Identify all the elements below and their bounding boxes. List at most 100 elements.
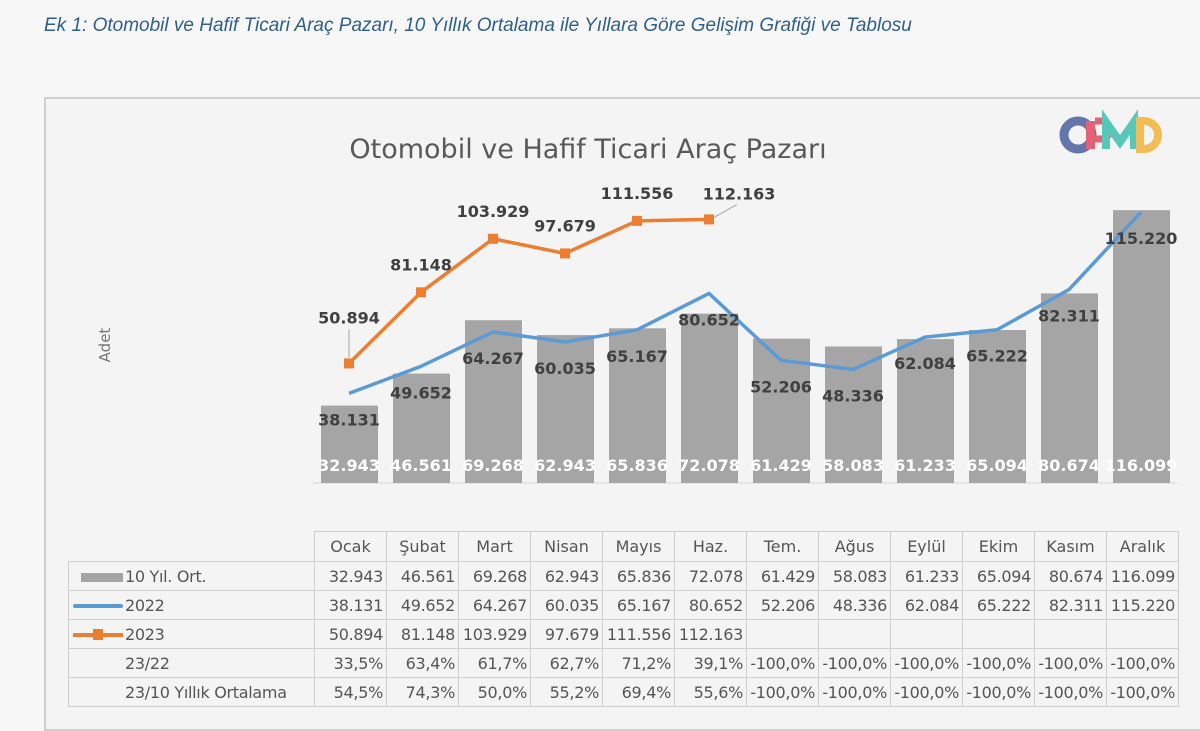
- bar-label-9: 65.094: [966, 456, 1028, 475]
- row-label: 2022: [125, 595, 165, 615]
- table-cell: -100,0%: [1106, 648, 1179, 678]
- table-cell: 97.679: [530, 619, 603, 649]
- table-cell: [962, 619, 1035, 649]
- bar-10yil-1: [393, 373, 450, 483]
- bar-label-2: 69.268: [462, 456, 524, 475]
- label-2023-5: 112.163: [703, 184, 776, 203]
- chart-title: Otomobil ve Hafif Ticari Araç Pazarı: [349, 134, 826, 165]
- table-header-month: Kasım: [1034, 531, 1107, 562]
- table-cell: 82.311: [1034, 590, 1107, 620]
- bar-10yil-3: [537, 335, 594, 483]
- table-cell: -100,0%: [890, 648, 963, 678]
- table-cell: -100,0%: [1106, 677, 1179, 707]
- table-cell: 112.163: [674, 619, 747, 649]
- table-cell: 55,2%: [530, 677, 603, 707]
- table-cell: 64.267: [458, 590, 531, 620]
- legend-line-2022: [73, 604, 123, 608]
- table-cell: 62.084: [890, 590, 963, 620]
- table-header-month: Ağus: [818, 531, 891, 562]
- table-cell: 61.429: [746, 561, 819, 591]
- row-label-cell: 2022: [68, 590, 315, 620]
- table-cell: 54,5%: [314, 677, 387, 707]
- odmd-logo: [1059, 109, 1162, 154]
- table-cell: 65.222: [962, 590, 1035, 620]
- bar-10yil-9: [969, 330, 1026, 483]
- row-label: 23/22: [125, 653, 170, 673]
- table-header-month: Ocak: [314, 531, 387, 562]
- table-cell: -100,0%: [962, 648, 1035, 678]
- leader-line-5: [713, 203, 738, 218]
- table-header-month: Mart: [458, 531, 531, 562]
- table-cell: -100,0%: [818, 648, 891, 678]
- label-2022-4: 65.167: [606, 347, 668, 366]
- row-label-cell: 10 Yıl. Ort.: [68, 561, 315, 591]
- table-cell: 103.929: [458, 619, 531, 649]
- table-cell: -100,0%: [1034, 648, 1107, 678]
- table-cell: 80.674: [1034, 561, 1107, 591]
- table-header-month: Şubat: [386, 531, 459, 562]
- table-header-month: Mayıs: [602, 531, 675, 562]
- table-cell: [746, 619, 819, 649]
- table-cell: 71,2%: [602, 648, 675, 678]
- table-header-month: Nisan: [530, 531, 603, 562]
- table-cell: 74,3%: [386, 677, 459, 707]
- table-row-ratio-0: 23/22 33,5% 63,4% 61,7% 62,7% 71,2% 39,1% -100,…: [68, 648, 1179, 678]
- table-cell: -100,0%: [962, 677, 1035, 707]
- table-cell: 80.652: [674, 590, 747, 620]
- table-cell: 50,0%: [458, 677, 531, 707]
- bar-label-4: 65.836: [606, 456, 668, 475]
- table-cell: -100,0%: [746, 648, 819, 678]
- bar-label-8: 61.233: [894, 456, 956, 475]
- table-cell: 116.099: [1106, 561, 1179, 591]
- table-cell: 81.148: [386, 619, 459, 649]
- table-cell: 32.943: [314, 561, 387, 591]
- table-row-10yil: 10 Yıl. Ort. 32.943 46.561 69.268 62.943 65.8…: [68, 561, 1179, 591]
- table-cell: 39,1%: [674, 648, 747, 678]
- label-2022-6: 52.206: [750, 377, 812, 396]
- bar-10yil-0: [321, 405, 378, 483]
- bar-10yil-8: [897, 339, 954, 483]
- table-header-month: Ekim: [962, 531, 1035, 562]
- table-cell: 65.094: [962, 561, 1035, 591]
- table-cell: 111.556: [602, 619, 675, 649]
- table-cell: 69.268: [458, 561, 531, 591]
- label-2022-11: 115.220: [1105, 229, 1178, 248]
- table-row-ratio-1: 23/10 Yıllık Ortalama 54,5% 74,3% 50,0% 55,2…: [68, 677, 1179, 707]
- label-2022-0: 38.131: [318, 410, 380, 429]
- table-cell: 62,7%: [530, 648, 603, 678]
- label-2023-1: 81.148: [390, 255, 452, 274]
- table-cell: 52.206: [746, 590, 819, 620]
- label-2023-4: 111.556: [601, 184, 674, 203]
- table-header-month: Aralık: [1106, 531, 1179, 562]
- bar-10yil-10: [1041, 293, 1098, 483]
- table-header-month: Haz.: [674, 531, 747, 562]
- table-cell: 38.131: [314, 590, 387, 620]
- table-cell: 65.167: [602, 590, 675, 620]
- row-label: 23/10 Yıllık Ortalama: [125, 682, 287, 702]
- label-2023-0: 50.894: [318, 308, 380, 327]
- marker-2023-4: [632, 215, 642, 226]
- table-cell: [1034, 619, 1107, 649]
- table-cell: 48.336: [818, 590, 891, 620]
- table-cell: 61.233: [890, 561, 963, 591]
- marker-2023-2: [488, 233, 498, 244]
- label-2022-5: 80.652: [678, 310, 740, 329]
- marker-2023-5: [704, 214, 714, 225]
- marker-2023-1: [416, 287, 426, 298]
- table-cell: 63,4%: [386, 648, 459, 678]
- marker-2023-3: [560, 248, 570, 259]
- table-cell: 69,4%: [602, 677, 675, 707]
- label-2022-3: 60.035: [534, 359, 596, 378]
- label-2022-2: 64.267: [462, 349, 524, 368]
- bar-label-10: 80.674: [1038, 456, 1100, 475]
- table-header-month: Eylül: [890, 531, 963, 562]
- table-cell: 33,5%: [314, 648, 387, 678]
- row-label: 2023: [125, 624, 165, 644]
- line-2022: [348, 211, 1143, 396]
- legend-bar-swatch: [81, 572, 123, 582]
- label-2023-3: 97.679: [534, 216, 596, 235]
- table-cell: [818, 619, 891, 649]
- figure-caption: Ek 1: Otomobil ve Hafif Ticari Araç Paza…: [44, 15, 912, 36]
- data-table: Ocak Şubat Mart Nisan Mayıs Haz. Tem. Ağus Eylül…: [68, 531, 1179, 707]
